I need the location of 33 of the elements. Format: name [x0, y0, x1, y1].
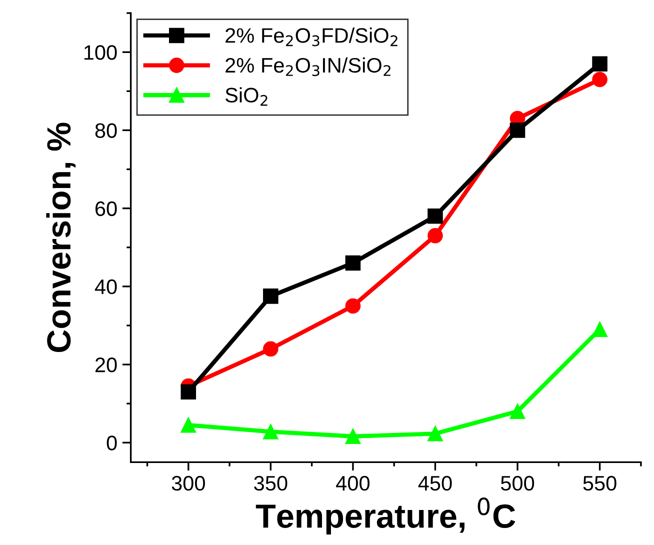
x-tick-label: 350 — [254, 476, 288, 491]
y-tick-label: 40 — [94, 279, 117, 294]
point — [345, 255, 361, 271]
point — [592, 72, 608, 88]
point — [263, 288, 278, 304]
point — [592, 56, 608, 72]
point — [180, 417, 196, 433]
y-axis-title: Conversion, % — [46, 122, 76, 352]
point — [263, 341, 278, 357]
point — [428, 228, 443, 244]
x-tick-label: 500 — [500, 476, 534, 491]
y-tick-label: 100 — [84, 45, 117, 60]
point — [510, 122, 526, 138]
point — [263, 424, 278, 440]
x-tick-label: 550 — [583, 476, 616, 491]
point — [345, 428, 361, 444]
x-tick-label: 450 — [418, 476, 452, 491]
x-tick-label: 400 — [336, 476, 370, 491]
x-axis-title: Temperature, $^{0}$C — [256, 498, 516, 535]
point — [345, 298, 361, 314]
legend-label: 2% Fe$_{2}$O$_{3}$FD/SiO$_{2}$ — [226, 28, 398, 46]
point — [428, 208, 443, 224]
point — [428, 426, 443, 442]
x-tick-label: 300 — [172, 476, 205, 491]
point — [180, 384, 196, 400]
y-tick-label: 20 — [95, 358, 117, 372]
y-tick-label: 0 — [106, 436, 117, 450]
legend-label: SiO$_{2}$ — [225, 87, 268, 106]
y-tick-label: 80 — [95, 123, 117, 138]
point — [510, 404, 526, 420]
legend-label: 2% Fe$_{2}$O$_{3}$IN/SiO$_{2}$ — [226, 57, 390, 76]
point — [592, 322, 608, 338]
y-tick-label: 60 — [95, 201, 117, 216]
